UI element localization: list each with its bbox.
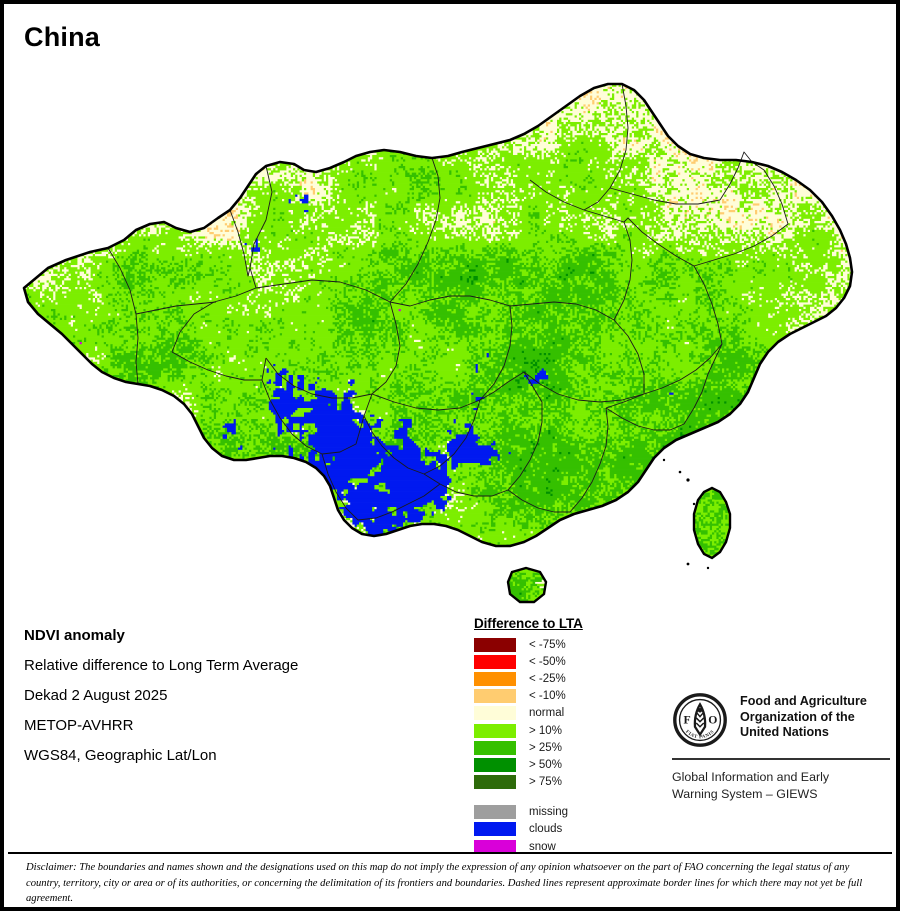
legend-special-row: clouds xyxy=(474,821,664,838)
fao-system-name: Global Information and Early Warning Sys… xyxy=(672,769,890,803)
fao-system-line-2: Warning System – GIEWS xyxy=(672,786,890,803)
legend-class-row: < -75% xyxy=(474,636,664,653)
legend-class-label: > 10% xyxy=(529,725,562,737)
legend-class-label: > 25% xyxy=(529,742,562,754)
legend-class-label: normal xyxy=(529,707,564,719)
legend-special-swatch xyxy=(474,822,516,837)
fao-organization-name: Food and Agriculture Organization of the… xyxy=(740,692,867,741)
legend-special-row: snow xyxy=(474,838,664,855)
hainan-outline xyxy=(506,566,548,604)
legend-class-swatch xyxy=(474,637,516,652)
info-subtitle: Relative difference to Long Term Average xyxy=(24,651,444,681)
fao-branding-block: F A O FIAT PANIS Food and Agriculture Or… xyxy=(672,692,890,803)
fao-org-line-3: United Nations xyxy=(740,725,867,741)
fao-system-line-1: Global Information and Early xyxy=(672,769,890,786)
map-info-block: NDVI anomaly Relative difference to Long… xyxy=(24,621,444,771)
legend-class-swatch xyxy=(474,689,516,704)
legend-special-swatch xyxy=(474,839,516,854)
fao-logo-icon: F A O FIAT PANIS xyxy=(673,693,727,747)
china-ndvi-map xyxy=(22,82,854,604)
legend-title: Difference to LTA xyxy=(474,616,664,631)
legend-class-swatch xyxy=(474,671,516,686)
legend-special-label: snow xyxy=(529,841,556,853)
legend-class-row: > 75% xyxy=(474,774,664,791)
legend-class-swatch xyxy=(474,706,516,721)
legend-class-swatch xyxy=(474,740,516,755)
legend-class-swatch xyxy=(474,757,516,772)
legend-special-label: clouds xyxy=(529,823,562,835)
legend-class-label: < -25% xyxy=(529,673,566,685)
legend-class-label: < -75% xyxy=(529,639,566,651)
info-sensor: METOP-AVHRR xyxy=(24,711,444,741)
legend-class-swatch xyxy=(474,723,516,738)
taiwan-outline xyxy=(692,486,732,560)
fao-divider xyxy=(672,758,890,760)
legend-class-row: < -25% xyxy=(474,670,664,687)
legend-class-label: > 75% xyxy=(529,776,562,788)
legend-class-label: < -10% xyxy=(529,690,566,702)
info-heading: NDVI anomaly xyxy=(24,621,444,651)
offshore-islets xyxy=(662,458,710,570)
legend-spacer xyxy=(474,791,664,804)
legend-class-label: > 50% xyxy=(529,759,562,771)
info-period: Dekad 2 August 2025 xyxy=(24,681,444,711)
legend: Difference to LTA < -75% < -50% < -25% < -1… xyxy=(474,616,664,855)
legend-special-label: missing xyxy=(529,806,568,818)
legend-class-swatch xyxy=(474,654,516,669)
legend-class-swatch xyxy=(474,775,516,790)
page-title: China xyxy=(24,22,100,53)
legend-class-row: < -50% xyxy=(474,653,664,670)
legend-class-row: normal xyxy=(474,705,664,722)
legend-special-row: missing xyxy=(474,804,664,821)
map-canvas xyxy=(4,52,896,614)
legend-special-swatch xyxy=(474,805,516,820)
fao-org-line-2: Organization of the xyxy=(740,710,867,726)
fao-org-line-1: Food and Agriculture xyxy=(740,694,867,710)
legend-special-list: missing clouds snow xyxy=(474,804,664,856)
disclaimer-divider xyxy=(8,852,892,854)
legend-class-list: < -75% < -50% < -25% < -10% normal > 10% > 25%… xyxy=(474,636,664,791)
legend-class-label: < -50% xyxy=(529,656,566,668)
disclaimer-text: Disclaimer: The boundaries and names sho… xyxy=(26,860,882,907)
legend-class-row: > 10% xyxy=(474,722,664,739)
legend-class-row: > 50% xyxy=(474,756,664,773)
legend-class-row: > 25% xyxy=(474,739,664,756)
info-projection: WGS84, Geographic Lat/Lon xyxy=(24,741,444,771)
legend-class-row: < -10% xyxy=(474,688,664,705)
province-boundaries xyxy=(107,83,789,521)
